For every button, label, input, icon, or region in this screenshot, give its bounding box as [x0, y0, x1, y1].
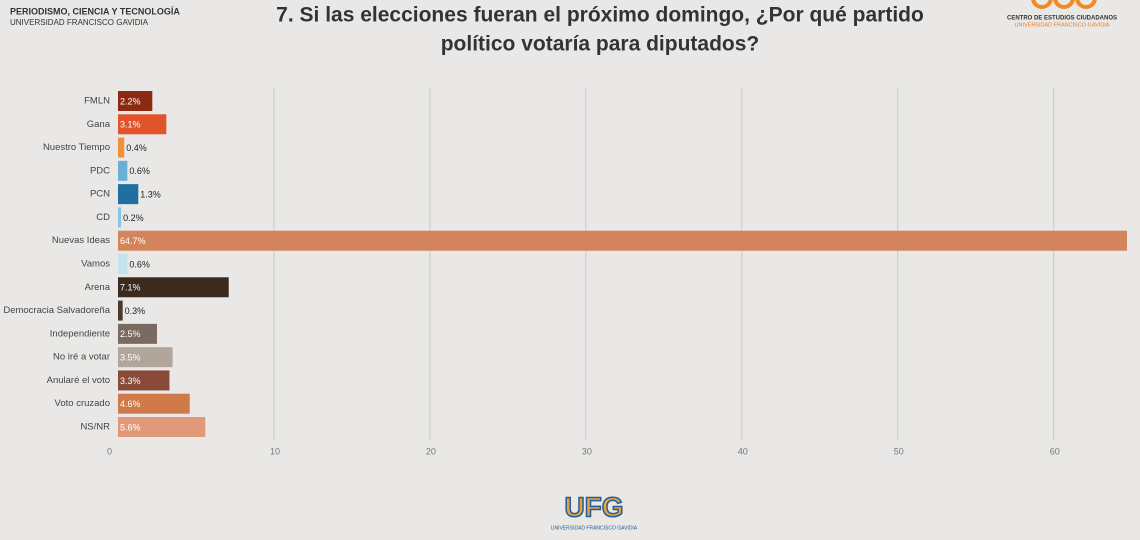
bar: [118, 160, 128, 181]
value-label: 0.4%: [126, 143, 147, 153]
bar: [118, 184, 139, 205]
logo-text: UFG: [564, 491, 623, 522]
bar: [118, 277, 229, 298]
y-tick-label: FMLN: [84, 96, 110, 107]
chart-title: político votaría para diputados?: [441, 33, 760, 56]
y-tick-label: PCN: [90, 189, 110, 200]
logo-text: CENTRO DE ESTUDIOS CIUDADANOS: [1007, 16, 1117, 22]
bar: [118, 91, 153, 111]
y-tick-label: Democracia Salvadoreña: [3, 305, 110, 316]
bar: [118, 254, 128, 274]
bar: [118, 114, 167, 135]
logo-icon: [1053, 0, 1075, 9]
x-tick-label: 50: [894, 446, 904, 456]
bar: [118, 207, 122, 228]
logo-text: UNIVERSIDAD FRANCISCO GAVIDIA: [10, 18, 149, 27]
y-tick-label: Nuevas Ideas: [52, 235, 110, 246]
y-tick-label: Nuestro Tiempo: [43, 142, 110, 153]
value-label: 0.3%: [125, 306, 146, 316]
x-tick-label: 0: [107, 446, 112, 456]
bar: [118, 393, 190, 414]
bar: [118, 370, 170, 391]
value-label: 3.1%: [120, 120, 141, 130]
value-label: 0.2%: [123, 213, 144, 223]
logo-text: PERIODISMO, CIENCIA Y TECNOLOGÍA: [10, 6, 180, 16]
value-label: 5.6%: [120, 422, 141, 432]
y-tick-label: Gana: [87, 119, 111, 130]
x-tick-label: 40: [738, 446, 748, 456]
y-tick-label: PDC: [90, 165, 110, 176]
logo-icon: [1031, 0, 1053, 9]
value-label: 3.5%: [120, 353, 141, 363]
y-tick-label: Vamos: [81, 259, 110, 270]
bar: [118, 137, 125, 158]
value-label: 4.6%: [120, 399, 141, 409]
logo-icon: [1075, 0, 1097, 9]
logo-text: UNIVERSIDAD FRANCISCO GAVIDIA: [1015, 22, 1110, 28]
y-tick-label: Voto cruzado: [55, 398, 110, 409]
value-label: 2.5%: [120, 329, 141, 339]
x-tick-label: 20: [426, 446, 436, 456]
bar: [118, 347, 173, 368]
y-tick-label: Independiente: [50, 328, 110, 339]
y-tick-label: Arena: [85, 282, 111, 293]
bar: [118, 417, 206, 437]
value-label: 2.2%: [120, 96, 141, 106]
logo-text: UNIVERSIDAD FRANCISCO GAVIDIA: [551, 525, 638, 531]
chart-title: 7. Si las elecciones fueran el próximo d…: [276, 4, 924, 27]
y-tick-label: No iré a votar: [53, 352, 110, 363]
value-label: 7.1%: [120, 283, 141, 293]
value-label: 0.6%: [129, 259, 150, 269]
x-tick-label: 10: [270, 446, 280, 456]
x-tick-label: 30: [582, 446, 592, 456]
x-tick-label: 60: [1050, 446, 1060, 456]
y-tick-label: NS/NR: [80, 422, 110, 433]
bar: [118, 300, 123, 321]
value-label: 64.7%: [120, 236, 146, 246]
value-label: 1.3%: [140, 190, 161, 200]
bar: [118, 230, 1127, 251]
value-label: 3.3%: [120, 376, 141, 386]
bar: [118, 323, 157, 344]
value-label: 0.6%: [129, 166, 150, 176]
y-tick-label: Anularé el voto: [47, 375, 110, 386]
y-tick-label: CD: [96, 212, 110, 223]
